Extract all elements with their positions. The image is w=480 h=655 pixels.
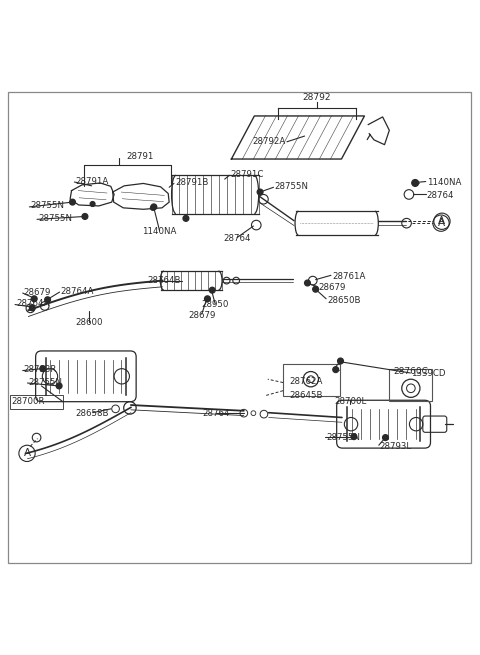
Text: 28760C: 28760C — [394, 367, 428, 376]
Text: 28679: 28679 — [24, 288, 51, 297]
Text: 28793L: 28793L — [380, 441, 412, 451]
Bar — [389, 369, 432, 402]
Text: A: A — [437, 218, 444, 228]
Text: 28679: 28679 — [188, 310, 216, 320]
Text: 28600: 28600 — [75, 318, 103, 328]
Circle shape — [412, 179, 419, 186]
Circle shape — [29, 305, 35, 310]
Text: A: A — [24, 449, 31, 458]
Circle shape — [305, 280, 311, 286]
Text: A: A — [438, 216, 445, 226]
Text: 28761A: 28761A — [332, 272, 365, 281]
Circle shape — [351, 434, 357, 440]
Text: 28791A: 28791A — [75, 177, 108, 185]
Circle shape — [333, 367, 338, 373]
Text: 1140NA: 1140NA — [427, 178, 461, 187]
Circle shape — [151, 206, 156, 210]
Bar — [10, 394, 63, 409]
Text: 28764A: 28764A — [16, 299, 49, 308]
Circle shape — [40, 365, 46, 371]
Text: 1140NA: 1140NA — [143, 227, 177, 236]
Text: 28792: 28792 — [303, 93, 331, 102]
Circle shape — [151, 204, 157, 210]
Text: 28764: 28764 — [223, 234, 251, 243]
Text: 28764B: 28764B — [147, 276, 180, 285]
Circle shape — [56, 383, 62, 389]
Text: 28755N: 28755N — [326, 433, 360, 442]
Text: 28792A: 28792A — [252, 138, 286, 146]
Circle shape — [90, 202, 95, 206]
Circle shape — [313, 286, 319, 292]
Text: 28764: 28764 — [202, 409, 230, 418]
Text: 28755N: 28755N — [28, 377, 62, 386]
Text: 28793R: 28793R — [24, 365, 57, 374]
Text: 28791: 28791 — [127, 152, 154, 161]
Text: 28755N: 28755N — [30, 202, 64, 210]
Text: 28650B: 28650B — [327, 295, 360, 305]
Circle shape — [70, 199, 75, 205]
Circle shape — [204, 296, 210, 302]
Text: 28658B: 28658B — [76, 409, 109, 418]
Text: 28700L: 28700L — [334, 397, 366, 405]
Circle shape — [257, 189, 263, 195]
Bar — [283, 364, 339, 396]
Text: 1339CD: 1339CD — [411, 369, 446, 378]
Text: 28764: 28764 — [427, 191, 454, 200]
Circle shape — [209, 288, 215, 293]
Text: 28791B: 28791B — [175, 178, 208, 187]
Circle shape — [45, 297, 50, 303]
Circle shape — [337, 358, 343, 364]
Text: 28755N: 28755N — [38, 214, 72, 223]
Text: 28679: 28679 — [319, 283, 346, 291]
Text: 28645B: 28645B — [289, 391, 323, 400]
Text: 28700R: 28700R — [11, 397, 45, 405]
Text: 28755N: 28755N — [275, 182, 309, 191]
Circle shape — [183, 215, 189, 221]
Text: 28791C: 28791C — [230, 170, 264, 179]
Text: 28764A: 28764A — [60, 287, 94, 295]
Circle shape — [82, 214, 88, 219]
Text: 28950: 28950 — [202, 300, 229, 309]
Circle shape — [383, 435, 388, 440]
Circle shape — [31, 296, 37, 302]
Text: 28762A: 28762A — [289, 377, 323, 386]
